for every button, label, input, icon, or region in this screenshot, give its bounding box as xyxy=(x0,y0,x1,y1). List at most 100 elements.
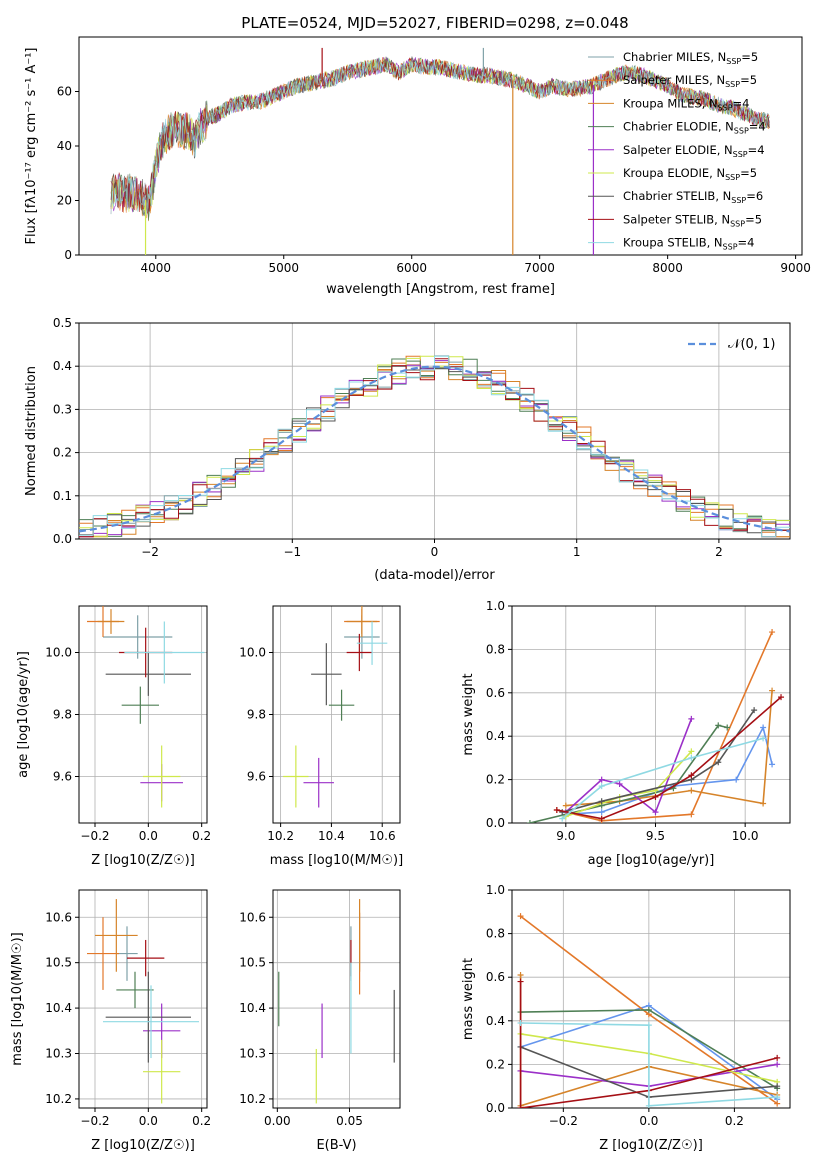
figure-title: PLATE=0524, MJD=52027, FIBERID=0298, z=0… xyxy=(241,14,628,32)
y-tick-label: 10.3 xyxy=(239,1047,266,1061)
x-tick-label: 0.0 xyxy=(139,1114,158,1128)
weight-marker xyxy=(517,913,524,920)
y-tick-label: 20 xyxy=(57,194,72,208)
y-tick-label: 0.4 xyxy=(53,359,72,373)
weight-marker xyxy=(645,1006,652,1013)
y-tick-label: 10.3 xyxy=(45,1047,72,1061)
weight-marker xyxy=(769,629,776,636)
plot-area xyxy=(278,899,395,1104)
x-axis-label: age [log10(age/yr)] xyxy=(588,853,715,868)
weight-marker xyxy=(688,787,695,794)
y-tick-label: 0.2 xyxy=(486,773,505,787)
weight-marker xyxy=(715,722,722,729)
y-tick-label: 0.0 xyxy=(53,532,72,546)
weight-series-line xyxy=(520,1022,778,1107)
x-tick-label: −0.2 xyxy=(549,1114,578,1128)
x-axis-label: Z [log10(Z/Z☉)] xyxy=(91,1138,195,1153)
weight-marker xyxy=(652,809,659,816)
weight-marker xyxy=(559,815,566,822)
x-tick-label: 0.05 xyxy=(336,1114,363,1128)
y-tick-label: 9.8 xyxy=(247,708,266,722)
x-axis-label: wavelength [Angstrom, rest frame] xyxy=(326,282,555,297)
plot-area xyxy=(79,355,790,538)
mass_vs_ebv-panel: 0.00 0.05 10.2 10.3 10.4 10.5 10.6 E(B-V) xyxy=(239,889,401,1153)
y-tick-label: 10.0 xyxy=(45,646,72,660)
y-tick-label: 10.5 xyxy=(239,956,266,970)
x-tick-label: 0.0 xyxy=(139,829,158,843)
x-tick-label: 10.2 xyxy=(267,829,294,843)
plot-area xyxy=(517,913,781,1108)
y-tick-label: 1.0 xyxy=(486,599,505,613)
y-tick-label: 0.6 xyxy=(486,686,505,700)
y-tick-label: 9.8 xyxy=(53,708,72,722)
y-tick-label: 1.0 xyxy=(486,883,505,897)
y-tick-label: 10.4 xyxy=(239,1001,266,1015)
x-tick-label: 6000 xyxy=(396,261,427,275)
x-tick-label: 10.6 xyxy=(369,829,396,843)
legend-entry: Kroupa MILES, NSSP=4 xyxy=(623,96,749,112)
x-tick-label: 4000 xyxy=(141,261,172,275)
age_vs_mass-panel: 10.2 10.4 10.6 9.6 9.8 10.0 mass [log10(M/M☉)] xyxy=(239,605,403,868)
legend-entry: Salpeter MILES, NSSP=5 xyxy=(623,73,757,89)
weight-marker xyxy=(517,978,524,985)
weight-marker xyxy=(774,1061,781,1068)
y-axis-label: age [log10(age/yr)] xyxy=(16,651,31,778)
x-tick-label: 9.5 xyxy=(646,829,665,843)
axes-frame xyxy=(272,889,401,1109)
y-axis-label: mass weight xyxy=(461,673,476,755)
gaussian-curve xyxy=(79,365,790,533)
legend-entry: Kroupa ELODIE, NSSP=5 xyxy=(623,166,757,182)
weight-marker xyxy=(645,1022,652,1029)
weight-marker xyxy=(774,1054,781,1061)
y-tick-label: 10.6 xyxy=(239,910,266,924)
legend-entry: Chabrier ELODIE, NSSP=4 xyxy=(623,120,766,136)
y-tick-label: 0.2 xyxy=(53,446,72,460)
legend-entry: Chabrier MILES, NSSP=5 xyxy=(623,50,758,66)
x-axis-label: (data-model)/error xyxy=(374,568,495,583)
weight-marker xyxy=(688,811,695,818)
y-tick-label: 0.5 xyxy=(53,316,72,330)
y-tick-label: 10.5 xyxy=(45,956,72,970)
y-tick-label: 9.6 xyxy=(247,770,266,784)
spectrum-panel: 4000 5000 6000 7000 8000 9000 0 20 40 60 wavelengt… xyxy=(24,36,811,297)
weight-marker xyxy=(778,694,785,701)
y-tick-label: 60 xyxy=(57,85,72,99)
spectrum-line xyxy=(110,56,770,213)
massweight_vs_age-panel: 9.0 9.5 10.0 0.0 0.2 0.4 0.6 0.8 1.0 age [log10(a… xyxy=(461,599,791,868)
y-tick-label: 0.8 xyxy=(486,927,505,941)
y-tick-label: 40 xyxy=(57,139,72,153)
x-tick-label: 9.0 xyxy=(556,829,575,843)
x-tick-label: 0.2 xyxy=(192,1114,211,1128)
axes-frame xyxy=(511,889,791,1109)
legend-entry: Salpeter ELODIE, NSSP=4 xyxy=(623,143,765,159)
y-tick-label: 0.8 xyxy=(486,642,505,656)
weight-series-line xyxy=(565,718,693,814)
y-tick-label: 0.6 xyxy=(486,970,505,984)
y-axis-label: Normed distribution xyxy=(24,366,39,496)
x-tick-label: 0.0 xyxy=(639,1114,658,1128)
weight-marker xyxy=(598,815,605,822)
y-tick-label: 0.0 xyxy=(486,816,505,830)
x-axis-label: E(B-V) xyxy=(316,1138,356,1153)
x-tick-label: 0.2 xyxy=(725,1114,744,1128)
y-tick-label: 10.0 xyxy=(239,646,266,660)
age_vs_Z-panel: −0.2 0.0 0.2 9.6 9.8 10.0 Z [log10(Z/Z☉)] age [… xyxy=(16,605,211,868)
axes-frame xyxy=(511,605,791,824)
x-tick-label: 0 xyxy=(431,545,439,559)
weight-marker xyxy=(652,793,659,800)
mass_vs_Z-panel: −0.2 0.0 0.2 10.2 10.3 10.4 10.5 10.6 Z [log10(Z… xyxy=(10,889,211,1153)
y-tick-label: 10.2 xyxy=(239,1092,266,1106)
plot-area xyxy=(87,899,199,1104)
y-tick-label: 10.6 xyxy=(45,910,72,924)
y-tick-label: 10.2 xyxy=(45,1092,72,1106)
y-axis-label: mass [log10(M/M☉)] xyxy=(10,932,25,1065)
legend-entry: 𝒩(0, 1) xyxy=(728,337,775,352)
x-tick-label: −1 xyxy=(283,545,301,559)
x-tick-label: 1 xyxy=(573,545,581,559)
x-axis-label: mass [log10(M/M☉)] xyxy=(270,853,403,868)
weight-marker xyxy=(688,748,695,755)
weight-marker xyxy=(760,735,767,742)
massweight_vs_Z-panel: −0.2 0.0 0.2 0.0 0.2 0.4 0.6 0.8 1.0 Z [log10(Z/Z… xyxy=(461,883,791,1153)
weight-marker xyxy=(616,780,623,787)
weight-marker xyxy=(774,1094,781,1101)
